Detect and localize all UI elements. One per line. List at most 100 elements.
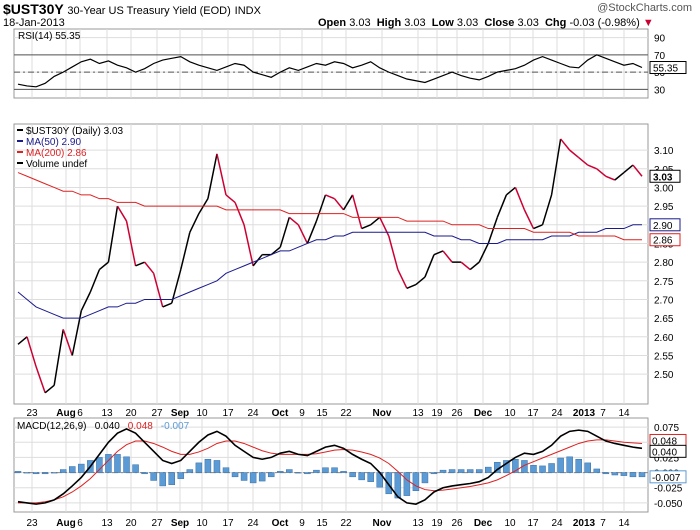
price-segment — [225, 194, 236, 203]
macd-value-label: 0.048 — [652, 436, 677, 447]
price-segment — [388, 235, 399, 270]
macd-histogram-bar — [123, 456, 130, 473]
macd-histogram-bar — [485, 466, 492, 473]
price-legend-entry: $UST30Y (Daily) 3.03 — [26, 126, 124, 137]
price-segment — [523, 209, 535, 229]
price-x-tick-label: 19 — [431, 408, 443, 419]
macd-histogram-bar — [69, 466, 76, 473]
price-tick-label: 3.10 — [654, 146, 674, 157]
macd-x-tick-label: 10 — [196, 518, 208, 529]
macd-x-tick-label: 22 — [340, 518, 352, 529]
ma200-line — [17, 172, 642, 241]
rsi-value-box — [649, 61, 687, 75]
price-value-box — [649, 169, 681, 183]
macd-x-tick-label: Dec — [474, 518, 493, 529]
price-segment — [478, 243, 489, 263]
high-value: 3.03 — [404, 17, 426, 29]
macd-histogram-bar — [313, 469, 320, 473]
exchange-label: INDX — [234, 5, 261, 17]
price-segment — [315, 194, 327, 222]
price-x-tick-label: 24 — [551, 408, 563, 419]
price-x-tick-label: 20 — [125, 408, 137, 419]
price-tick-label: 2.70 — [654, 295, 674, 306]
price-x-tick-label: 9 — [299, 408, 305, 419]
price-tick-label: 2.75 — [654, 277, 674, 288]
close-label: Close — [484, 17, 515, 29]
price-segment — [578, 157, 589, 166]
macd-histogram-bar — [204, 458, 212, 473]
price-x-tick-label: 2013 — [573, 408, 596, 419]
high-label: High — [376, 17, 402, 29]
macd-histogram-bar — [295, 472, 302, 474]
price-value-box — [649, 218, 681, 232]
macd-x-tick-label: Aug — [56, 518, 75, 529]
price-value-box — [649, 233, 681, 247]
price-segment — [162, 302, 173, 308]
macd-histogram-bar — [50, 472, 58, 474]
macd-x-tick-label: 14 — [618, 518, 630, 529]
price-x-tick-label: 13 — [101, 408, 113, 419]
price-tick-label: 2.95 — [654, 202, 674, 213]
price-tick-label: 2.65 — [654, 314, 674, 325]
price-segment — [505, 186, 516, 196]
macd-histogram-bar — [448, 469, 456, 473]
ohlc-readout: Open 3.03 High 3.03 Low 3.03 Close 3.03 … — [318, 17, 654, 29]
macd-value-box — [649, 444, 687, 458]
macd-x-tick-label: 2013 — [573, 518, 596, 529]
macd-histogram-bar — [32, 472, 40, 475]
price-segment — [514, 187, 526, 211]
price-x-tick-label: 26 — [451, 408, 463, 419]
price-segment — [26, 336, 37, 367]
price-x-tick-label: 22 — [340, 408, 352, 419]
macd-histogram-bar — [512, 458, 519, 473]
price-segment — [487, 217, 499, 244]
macd-histogram-bar — [331, 467, 338, 473]
macd-histogram-bar — [394, 472, 402, 499]
price-tick-label: 3.00 — [654, 183, 674, 194]
macd-histogram-bar — [159, 472, 166, 487]
price-segment — [207, 153, 218, 199]
price-segment — [632, 164, 643, 177]
price-segment — [270, 246, 281, 256]
price-segment — [53, 329, 64, 386]
macd-histogram-bar — [150, 472, 157, 481]
open-value: 3.03 — [349, 17, 371, 29]
macd-histogram-bar — [367, 472, 374, 482]
macd-signal-line — [18, 439, 643, 504]
macd-x-tick-label: 23 — [26, 518, 38, 529]
price-segment — [17, 336, 28, 345]
price-segment — [541, 194, 553, 226]
macd-histogram-bar — [575, 458, 582, 473]
price-segment — [614, 171, 625, 181]
price-segment — [107, 206, 119, 263]
price-x-tick-label: 15 — [316, 408, 328, 419]
macd-tick-label: -0.050 — [654, 499, 683, 510]
macd-histogram-bar — [629, 472, 637, 478]
macd-histogram-bar — [186, 469, 194, 473]
price-segment — [306, 220, 318, 244]
macd-x-tick-label: 26 — [451, 518, 463, 529]
macd-histogram-bar — [584, 462, 591, 473]
price-legend-entry: MA(50) 2.90 — [26, 137, 81, 148]
price-legend-swatch — [17, 151, 23, 153]
macd-x-tick-label: 17 — [527, 518, 539, 529]
macd-histogram-bar — [114, 454, 121, 473]
price-segment — [496, 194, 508, 218]
ticker-symbol: $UST30Y 30-Year US Treasury Yield (EOD) … — [3, 1, 261, 17]
macd-histogram-bar — [240, 472, 248, 481]
rsi-tick-label: 70 — [654, 51, 666, 62]
macd-legend-entry: 0.040 — [95, 421, 120, 432]
price-segment — [605, 175, 616, 181]
price-segment — [351, 194, 363, 229]
macd-x-tick-label: 17 — [222, 518, 234, 529]
price-segment — [171, 269, 182, 304]
price-segment — [406, 283, 417, 289]
macd-histogram-bar — [475, 469, 483, 473]
macd-histogram-bar — [322, 467, 329, 473]
macd-histogram-bar — [403, 472, 411, 496]
macd-x-tick-label: 9 — [299, 518, 305, 529]
macd-histogram-bar — [611, 472, 619, 476]
macd-x-tick-label: 20 — [125, 518, 137, 529]
price-segment — [342, 194, 354, 211]
